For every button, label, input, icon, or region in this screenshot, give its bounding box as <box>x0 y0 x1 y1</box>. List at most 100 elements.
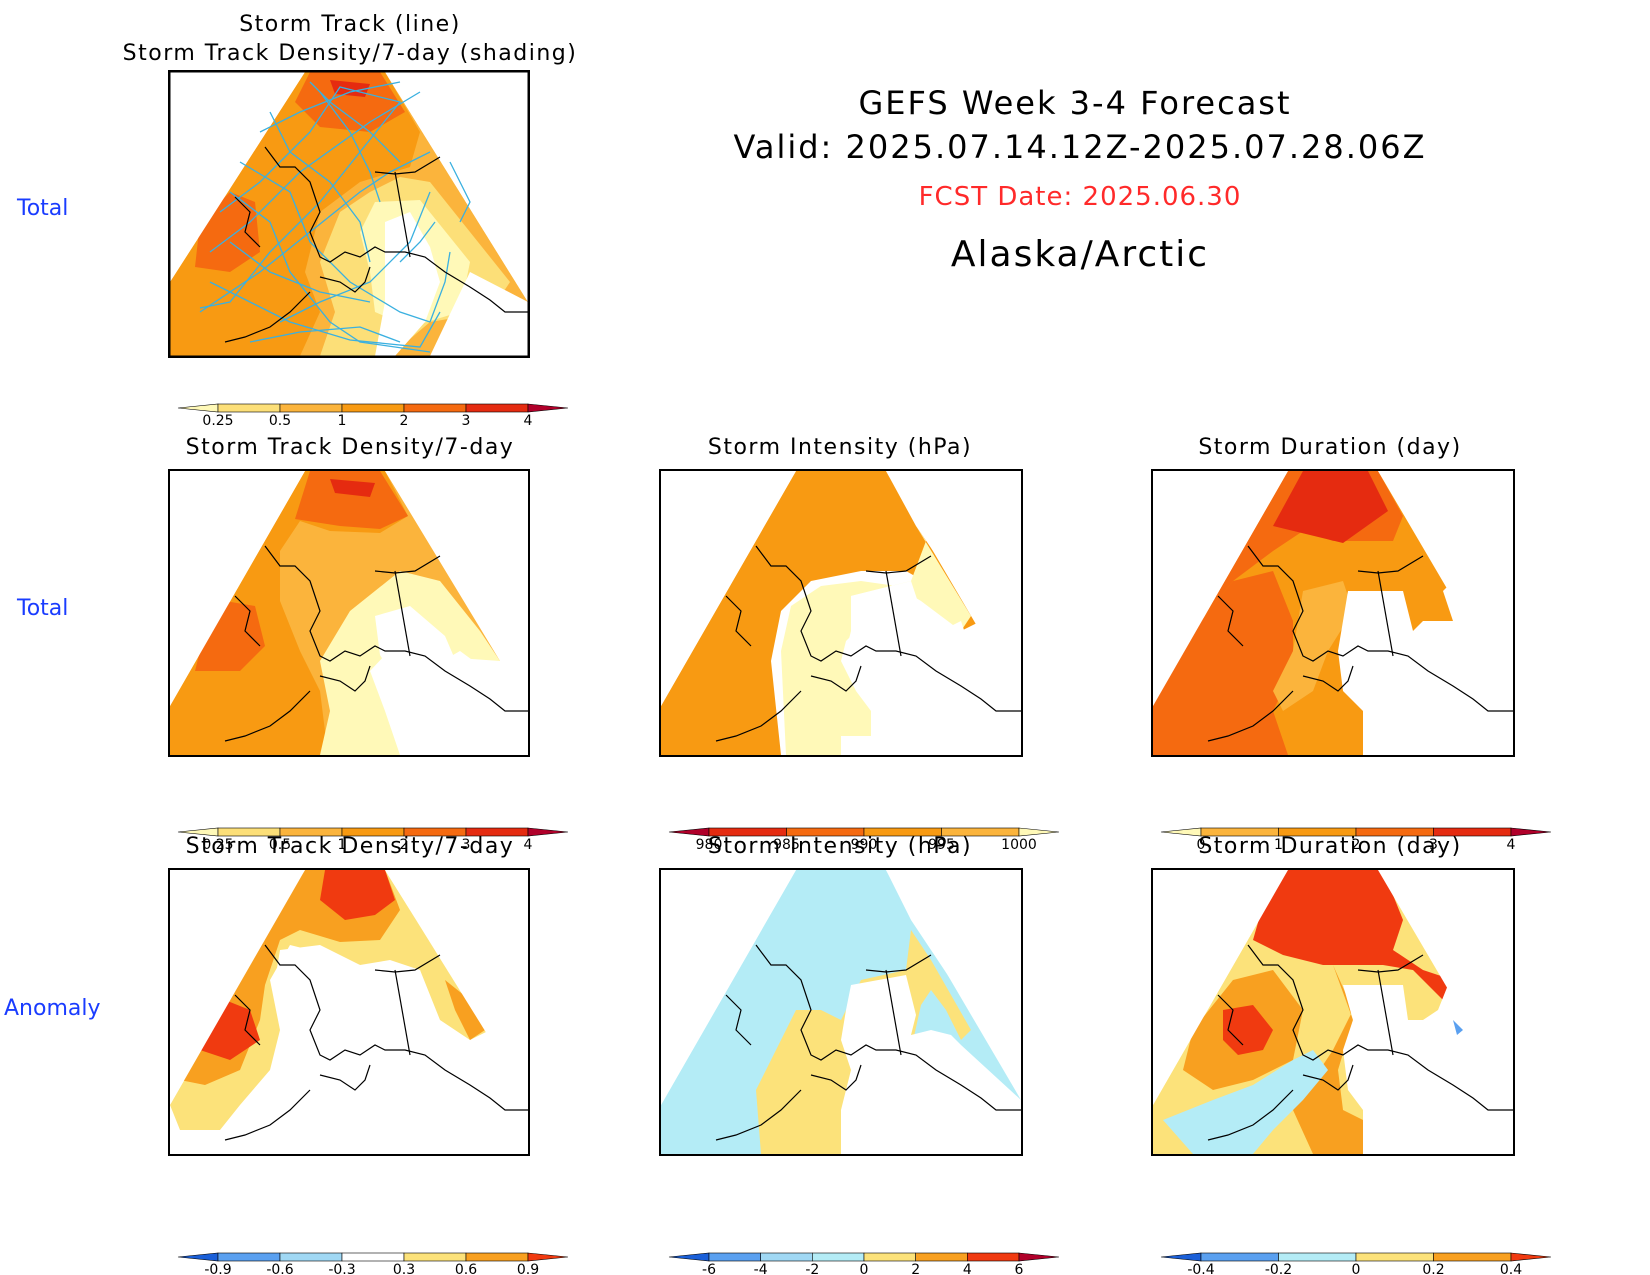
colorbar-tick-label: -0.4 <box>1187 1262 1214 1275</box>
colorbar-segment <box>967 1252 1020 1262</box>
colorbar-p5: -0.9 -0.6 -0.3 0.3 0.6 0.9 <box>177 1252 569 1275</box>
shade-region <box>1273 471 1388 543</box>
colorbar-extend-low <box>1160 827 1202 837</box>
colorbar-segment <box>708 1252 761 1262</box>
colorbar-tick-label: 1000 <box>1001 837 1037 853</box>
shade-region <box>661 471 796 706</box>
coastline <box>224 146 528 343</box>
colorbar-segment <box>708 827 787 837</box>
colorbar-extend-low <box>177 403 219 413</box>
coastline <box>1207 944 1513 1141</box>
shade-region <box>375 606 460 671</box>
colorbar-tick-label: 985 <box>773 837 800 853</box>
colorbar-segment <box>279 403 343 413</box>
colorbar-tick-label: 3 <box>1429 837 1438 853</box>
row-label-total-2: Total <box>17 596 69 621</box>
colorbar-p1: 0.25 0.5 1 2 3 4 <box>177 403 569 429</box>
colorbar-segment <box>217 1252 281 1262</box>
colorbar-tick-label: 0.6 <box>455 1262 477 1275</box>
colorbar-tick-label: 0 <box>1197 837 1206 853</box>
colorbar-tick-label: 4 <box>524 837 533 853</box>
coastline <box>715 944 1021 1141</box>
shade-region <box>886 870 1021 1100</box>
shade-region <box>195 601 265 671</box>
shade-region <box>385 471 528 701</box>
shade-region <box>170 870 305 1105</box>
colorbar-extend-high <box>1510 827 1552 837</box>
main-title: GEFS Week 3-4 Forecast <box>858 84 1292 122</box>
colorbar-segment <box>1433 827 1512 837</box>
colorbar-segment <box>279 827 343 837</box>
shade-region <box>1163 1050 1328 1154</box>
colorbar-tick-label: 0.3 <box>393 1262 415 1275</box>
colorbar-tick-label: 0.25 <box>202 837 233 853</box>
colorbar-p7: -0.4 -0.2 0 0.2 0.4 <box>1160 1252 1552 1275</box>
colorbar-tick-label: 2 <box>1352 837 1361 853</box>
fcst-date: FCST Date: 2025.06.30 <box>918 182 1242 212</box>
colorbar-tick-label: 4 <box>524 413 533 429</box>
colorbar-segment <box>863 827 942 837</box>
coastline <box>715 545 1021 742</box>
colorbar-p6: -6 -4 -2 0 2 4 6 <box>668 1252 1060 1275</box>
colorbar-tick-label: 980 <box>696 837 723 853</box>
panel-title-p3: Storm Intensity (hPa) <box>707 435 973 460</box>
valid-range: Valid: 2025.07.14.12Z-2025.07.28.06Z <box>733 128 1427 166</box>
colorbar-tick-label: -2 <box>805 1262 819 1275</box>
panel-title-p4: Storm Duration (day) <box>1198 435 1462 460</box>
colorbar-tick-label: 4 <box>963 1262 972 1275</box>
map-panel-p5 <box>168 868 530 1156</box>
colorbar-tick-label: 6 <box>1015 1262 1024 1275</box>
shade-region <box>385 870 528 1100</box>
colorbar-segment <box>465 403 529 413</box>
colorbar-segment <box>1200 827 1279 837</box>
shade-region <box>1453 1020 1463 1035</box>
colorbar-extend-high <box>527 1252 569 1262</box>
colorbar-tick-label: 0.2 <box>1422 1262 1444 1275</box>
shade-region <box>385 72 528 302</box>
coastline <box>224 944 528 1141</box>
colorbar-tick-label: 2 <box>400 413 409 429</box>
colorbar-tick-label: 0.9 <box>517 1262 539 1275</box>
colorbar-segment <box>812 1252 865 1262</box>
shade-region <box>1273 581 1353 711</box>
shade-region <box>1153 571 1293 755</box>
panel-title-p1: Storm Track (line) Storm Track Density/7… <box>122 12 578 66</box>
colorbar-segment <box>341 1252 405 1262</box>
colorbar-tick-label: 0.25 <box>202 413 233 429</box>
shade-region <box>330 479 375 497</box>
colorbar-extend-low <box>1160 1252 1202 1262</box>
shade-region <box>320 571 500 755</box>
colorbar-p4: 012345 <box>1160 827 1552 853</box>
colorbar-tick-label: 995 <box>928 837 955 853</box>
panel-title-p5: Storm Track Density/7-day <box>185 834 515 859</box>
shade-region <box>1153 870 1288 1105</box>
colorbar-extend-low <box>177 827 219 837</box>
map-panel-p7 <box>1151 868 1515 1156</box>
colorbar-segment <box>1278 1252 1357 1262</box>
colorbar-segment <box>403 403 467 413</box>
colorbar-extend-high <box>527 403 569 413</box>
colorbar-segment <box>760 1252 813 1262</box>
shade-region <box>295 471 408 529</box>
colorbar-segment <box>863 1252 916 1262</box>
colorbar-segment <box>941 827 1020 837</box>
colorbar-tick-label: 1 <box>338 413 347 429</box>
shade-region <box>661 870 796 1105</box>
colorbar-extend-low <box>177 1252 219 1262</box>
colorbar-p2: 0.25 0.5 1 2 3 4 <box>177 827 569 853</box>
colorbar-segment <box>403 827 467 837</box>
colorbar-extend-high <box>1510 1252 1552 1262</box>
colorbar-tick-label: 990 <box>851 837 878 853</box>
colorbar-segment <box>341 827 405 837</box>
map-panel-p6 <box>659 868 1023 1156</box>
colorbar-extend-high <box>527 827 569 837</box>
colorbar-tick-label: 3 <box>462 413 471 429</box>
colorbar-segment <box>341 403 405 413</box>
shade-region <box>430 272 528 356</box>
colorbar-extend-low <box>668 1252 710 1262</box>
colorbar-segment <box>279 1252 343 1262</box>
region-title: Alaska/Arctic <box>950 234 1210 275</box>
colorbar-tick-label: 1 <box>1274 837 1283 853</box>
shade-region <box>841 975 1021 1154</box>
shade-region <box>330 80 370 97</box>
